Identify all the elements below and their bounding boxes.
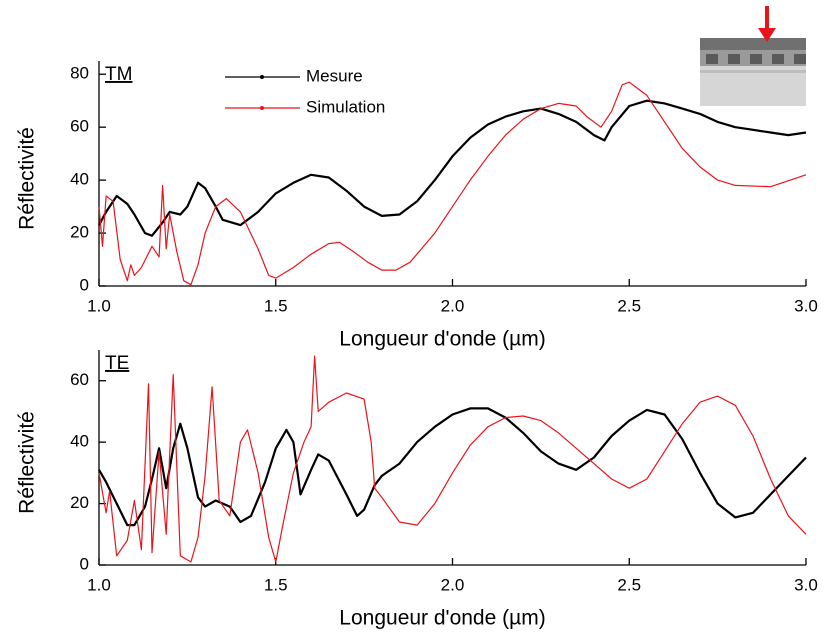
x-tick-label: 1.5 [264, 296, 288, 315]
x-tick-label: 3.0 [794, 575, 818, 594]
y-tick-label: 40 [70, 432, 89, 451]
y-tick-label: 40 [70, 170, 89, 189]
y-tick-label: 20 [70, 223, 89, 242]
legend-label: Mesure [306, 66, 363, 85]
x-tick-label: 3.0 [794, 296, 818, 315]
data-line [98, 355, 807, 563]
x-axis-label: Longueur d'onde (µm) [339, 328, 545, 351]
x-tick-label: 2.5 [617, 296, 641, 315]
y-tick-label: 60 [70, 370, 89, 389]
data-line [98, 99, 807, 237]
y-tick-label: 0 [80, 275, 89, 294]
x-tick-label: 2.0 [441, 575, 465, 594]
panel-label: TE [105, 353, 129, 374]
y-axis-label: Réflectivité [16, 127, 39, 230]
x-axis-label: Longueur d'onde (µm) [339, 607, 545, 630]
x-tick-label: 2.5 [617, 575, 641, 594]
y-tick-label: 20 [70, 493, 89, 512]
x-tick-label: 1.0 [87, 296, 111, 315]
y-axis-label: Réflectivité [16, 411, 39, 514]
data-line [98, 407, 807, 527]
legend-marker [260, 106, 264, 110]
y-tick-label: 60 [70, 117, 89, 136]
panel-label: TM [105, 64, 132, 85]
legend-marker [260, 75, 264, 79]
y-tick-label: 80 [70, 64, 89, 83]
inset-image [700, 6, 806, 106]
x-tick-label: 2.0 [441, 296, 465, 315]
y-tick-label: 0 [80, 554, 89, 573]
data-line [98, 81, 807, 286]
x-tick-label: 1.5 [264, 575, 288, 594]
legend-label: Simulation [306, 97, 385, 116]
x-tick-label: 1.0 [87, 575, 111, 594]
